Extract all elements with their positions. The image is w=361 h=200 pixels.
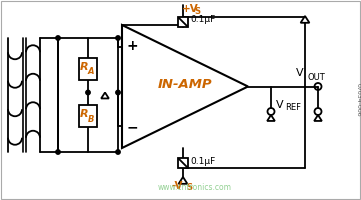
Polygon shape: [179, 177, 187, 184]
Text: V: V: [276, 99, 284, 110]
Text: +: +: [126, 39, 138, 53]
Circle shape: [116, 150, 120, 154]
Text: A: A: [88, 68, 94, 76]
Bar: [178, 17, 188, 27]
Text: B: B: [88, 114, 94, 123]
Text: R: R: [80, 62, 88, 72]
Text: S: S: [186, 183, 192, 192]
Text: −: −: [126, 120, 138, 134]
Bar: [178, 158, 188, 168]
Circle shape: [116, 36, 120, 40]
Circle shape: [56, 150, 60, 154]
Text: -V: -V: [172, 181, 183, 191]
Bar: [79, 105, 97, 127]
Polygon shape: [267, 115, 275, 121]
Bar: [79, 58, 97, 80]
Polygon shape: [101, 92, 109, 98]
Polygon shape: [301, 16, 309, 23]
Text: 07034-006: 07034-006: [356, 83, 361, 117]
Text: +V: +V: [182, 4, 199, 14]
Text: 0.1μF: 0.1μF: [190, 16, 215, 24]
Text: OUT: OUT: [308, 72, 326, 82]
Text: IN-AMP: IN-AMP: [158, 78, 212, 91]
Text: 0.1μF: 0.1μF: [190, 156, 215, 166]
Text: S: S: [194, 7, 200, 16]
Text: REF: REF: [285, 104, 301, 112]
Text: V: V: [296, 68, 304, 78]
Circle shape: [86, 90, 90, 95]
Circle shape: [116, 90, 120, 95]
Polygon shape: [122, 25, 248, 148]
Circle shape: [56, 36, 60, 40]
Polygon shape: [314, 115, 322, 121]
Text: www.cntronics.com: www.cntronics.com: [158, 184, 232, 192]
Text: R: R: [80, 109, 88, 119]
